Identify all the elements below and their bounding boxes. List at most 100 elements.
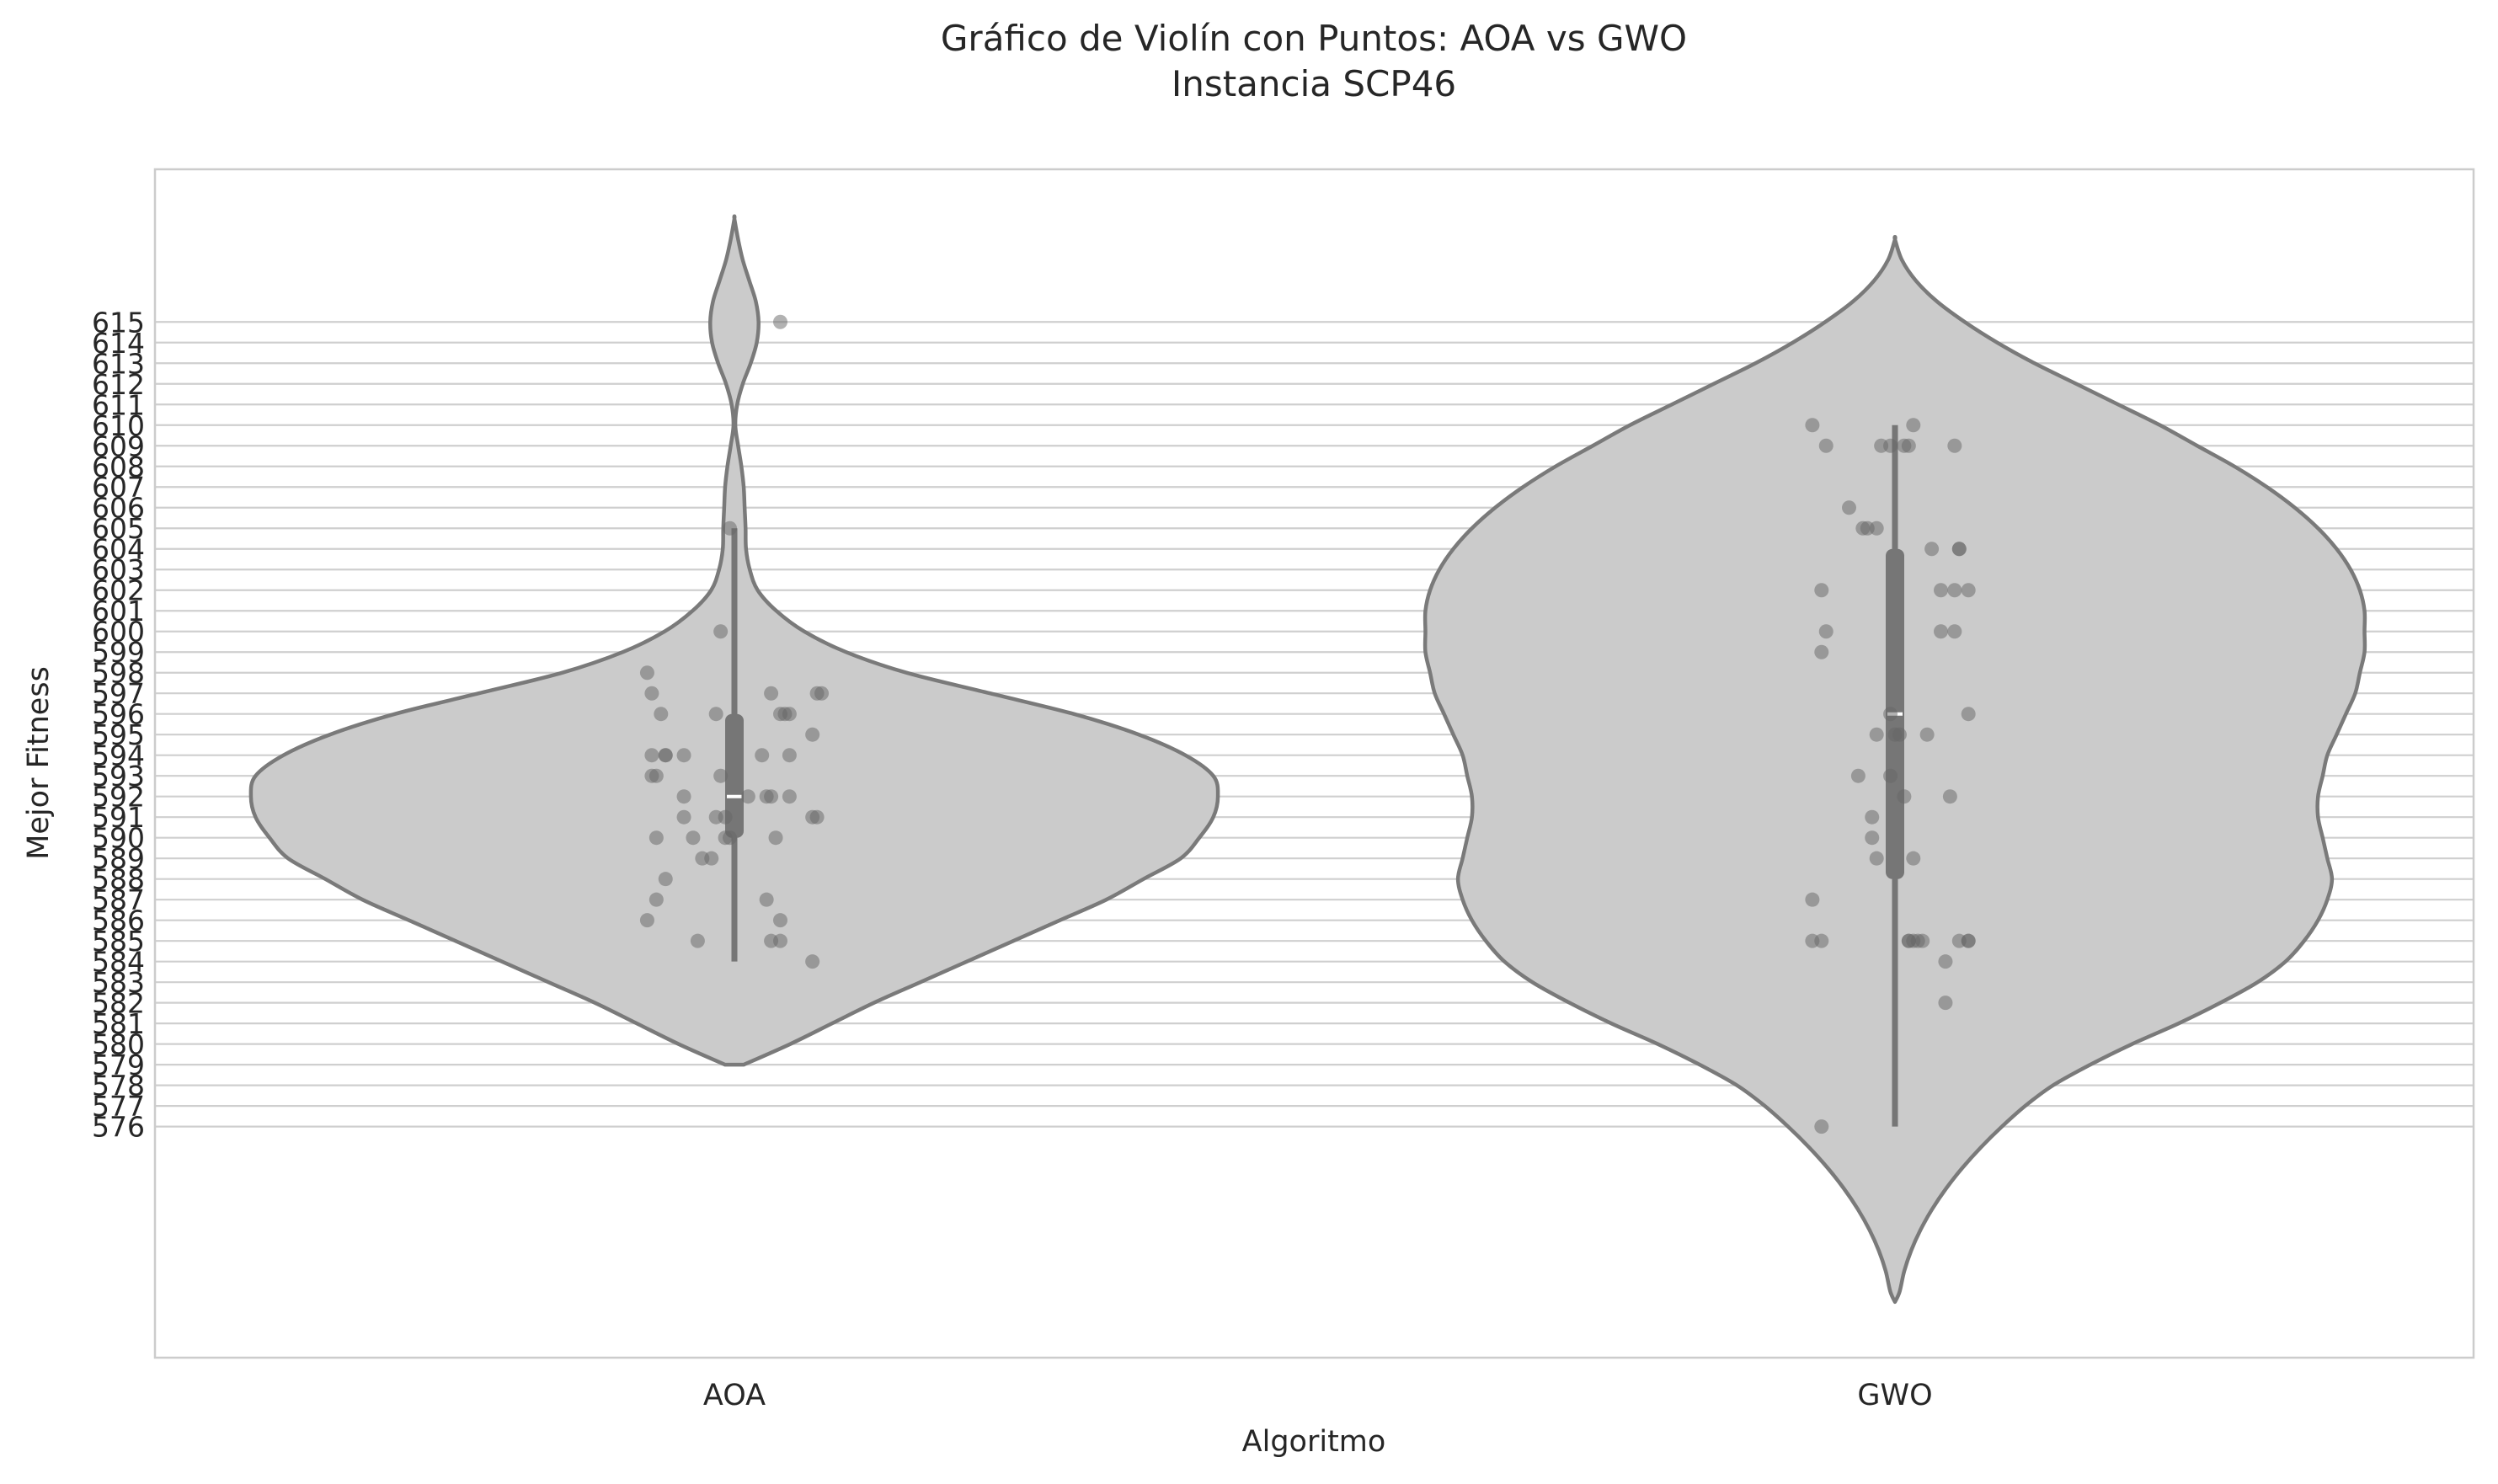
data-point-gwo-46 bbox=[1938, 954, 1953, 969]
data-point-gwo-42 bbox=[1961, 707, 1976, 722]
y-axis-label: Mejor Fitness bbox=[22, 666, 56, 860]
data-point-aoa-19 bbox=[723, 830, 738, 846]
data-point-aoa-17 bbox=[718, 809, 733, 825]
data-point-aoa-10 bbox=[676, 809, 691, 825]
data-point-gwo-23 bbox=[1906, 851, 1921, 866]
y-tick-label-579: 579 bbox=[92, 1049, 145, 1081]
data-point-aoa-33 bbox=[768, 830, 783, 846]
data-point-gwo-25 bbox=[1805, 892, 1820, 907]
y-tick-label-581: 581 bbox=[92, 1007, 145, 1040]
iqr-box-aoa bbox=[725, 713, 744, 838]
data-point-aoa-9 bbox=[676, 789, 691, 804]
data-point-gwo-24 bbox=[1919, 727, 1935, 742]
data-point-aoa-46 bbox=[814, 686, 830, 701]
data-point-aoa-16 bbox=[713, 768, 729, 783]
data-point-gwo-32 bbox=[1915, 933, 1930, 948]
data-point-gwo-11 bbox=[1814, 583, 1829, 598]
data-point-aoa-26 bbox=[690, 933, 705, 948]
data-point-aoa-28 bbox=[755, 748, 770, 763]
data-point-gwo-13 bbox=[1814, 644, 1829, 659]
data-point-aoa-8 bbox=[676, 748, 691, 763]
data-point-aoa-7 bbox=[658, 748, 673, 763]
data-point-aoa-2 bbox=[654, 707, 669, 722]
y-tick-label-598: 598 bbox=[92, 657, 145, 690]
y-tick-label-602: 602 bbox=[92, 574, 145, 607]
chart-title: Gráfico de Violín con Puntos: AOA vs GWO bbox=[941, 18, 1687, 59]
x-tick-label-aoa: AOA bbox=[703, 1379, 766, 1412]
y-tick-label-594: 594 bbox=[92, 739, 145, 772]
y-tick-label-610: 610 bbox=[92, 409, 145, 442]
data-point-aoa-23 bbox=[658, 872, 673, 887]
y-tick-label-583: 583 bbox=[92, 966, 145, 999]
y-tick-label-595: 595 bbox=[92, 718, 145, 751]
y-tick-label-590: 590 bbox=[92, 822, 145, 855]
y-tick-label-578: 578 bbox=[92, 1070, 145, 1102]
y-tick-label-585: 585 bbox=[92, 925, 145, 958]
data-point-aoa-0 bbox=[639, 665, 654, 681]
data-point-gwo-7 bbox=[1883, 438, 1898, 453]
data-point-aoa-3 bbox=[644, 748, 659, 763]
y-tick-label-593: 593 bbox=[92, 760, 145, 793]
y-tick-label-589: 589 bbox=[92, 842, 145, 875]
data-point-gwo-14 bbox=[1869, 727, 1884, 742]
data-point-gwo-5 bbox=[1869, 520, 1884, 536]
data-point-aoa-34 bbox=[773, 913, 787, 928]
y-tick-label-599: 599 bbox=[92, 636, 145, 669]
data-point-gwo-19 bbox=[1883, 707, 1898, 722]
plot-area-frame bbox=[153, 168, 2475, 1359]
data-point-gwo-18 bbox=[1869, 851, 1884, 866]
data-point-gwo-9 bbox=[1901, 438, 1916, 453]
data-point-aoa-11 bbox=[686, 830, 701, 846]
data-point-gwo-15 bbox=[1850, 768, 1865, 783]
data-point-gwo-1 bbox=[1818, 438, 1833, 453]
data-point-aoa-36 bbox=[773, 933, 787, 948]
data-point-gwo-22 bbox=[1897, 789, 1912, 804]
data-point-aoa-25 bbox=[639, 913, 654, 928]
y-tick-label-577: 577 bbox=[92, 1090, 145, 1123]
y-tick-label-612: 612 bbox=[92, 368, 145, 401]
y-tick-label-604: 604 bbox=[92, 533, 145, 566]
y-tick-label-606: 606 bbox=[92, 492, 145, 525]
chart-subtitle: Instancia SCP46 bbox=[1172, 63, 1456, 104]
y-tick-label-600: 600 bbox=[92, 616, 145, 649]
y-tick-label-592: 592 bbox=[92, 781, 145, 814]
data-point-gwo-40 bbox=[1951, 542, 1967, 557]
x-tick-label-gwo: GWO bbox=[1857, 1379, 1932, 1412]
data-point-aoa-27 bbox=[740, 789, 755, 804]
data-point-gwo-48 bbox=[1814, 1119, 1829, 1134]
y-tick-label-576: 576 bbox=[92, 1111, 145, 1144]
data-point-gwo-45 bbox=[1951, 933, 1967, 948]
data-point-aoa-41 bbox=[773, 314, 787, 329]
y-tick-label-611: 611 bbox=[92, 388, 145, 421]
data-point-aoa-20 bbox=[713, 624, 729, 639]
data-point-aoa-44 bbox=[809, 809, 825, 825]
y-tick-label-582: 582 bbox=[92, 987, 145, 1020]
data-point-aoa-1 bbox=[644, 686, 659, 701]
y-tick-label-597: 597 bbox=[92, 677, 145, 710]
data-point-aoa-42 bbox=[805, 727, 820, 742]
data-point-gwo-41 bbox=[1961, 583, 1976, 598]
data-point-gwo-33 bbox=[1924, 542, 1940, 557]
y-tick-label-584: 584 bbox=[92, 946, 145, 979]
data-point-gwo-12 bbox=[1818, 624, 1833, 639]
y-tick-label-607: 607 bbox=[92, 471, 145, 504]
data-point-aoa-31 bbox=[764, 686, 779, 701]
violin-layer bbox=[248, 214, 2367, 1305]
data-point-gwo-35 bbox=[1934, 583, 1948, 598]
y-tick-label-614: 614 bbox=[92, 327, 145, 360]
y-tick-label-601: 601 bbox=[92, 595, 145, 627]
data-point-gwo-27 bbox=[1814, 933, 1829, 948]
data-point-aoa-39 bbox=[782, 789, 797, 804]
data-point-gwo-10 bbox=[1906, 418, 1921, 433]
data-point-gwo-38 bbox=[1947, 583, 1962, 598]
data-point-gwo-0 bbox=[1805, 418, 1820, 433]
data-point-aoa-47 bbox=[805, 954, 820, 969]
y-tick-label-603: 603 bbox=[92, 553, 145, 586]
y-tick-label-608: 608 bbox=[92, 451, 145, 483]
y-tick-label-605: 605 bbox=[92, 512, 145, 545]
y-tick-label-587: 587 bbox=[92, 883, 145, 916]
y-tick-labels: 5765775785795805815825835845855865875885… bbox=[92, 306, 145, 1143]
data-point-aoa-48 bbox=[777, 707, 793, 722]
